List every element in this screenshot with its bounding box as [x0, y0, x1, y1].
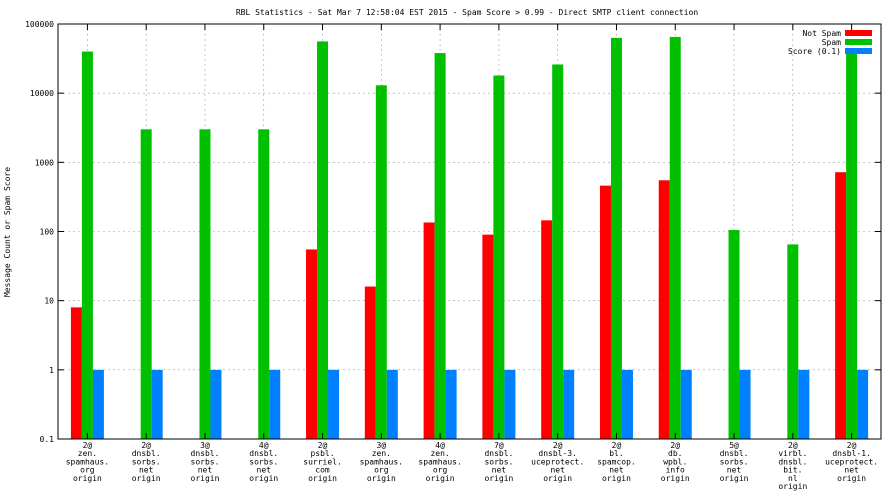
legend-swatch	[845, 48, 872, 54]
bar-spam	[493, 75, 505, 439]
x-tick-label: 3@ dnsbl. sorbs. net origin	[191, 441, 220, 483]
bar-score-0-1	[504, 369, 516, 439]
x-tick-label: 2@ psbl. surriel. com origin	[303, 441, 342, 483]
x-tick-label: 4@ zen. spamhaus. org origin	[418, 441, 461, 483]
bar-score-0-1	[151, 369, 163, 439]
bar-score-0-1	[328, 369, 340, 439]
bar-spam	[317, 41, 329, 440]
y-axis-label: Message Count or Spam Score	[3, 167, 12, 297]
y-tick-label: 100000	[25, 20, 54, 29]
bar-score-0-1	[857, 369, 869, 439]
bar-score-0-1	[210, 369, 222, 439]
bar-spam	[728, 230, 740, 439]
bar-spam	[552, 64, 564, 439]
legend-swatch	[845, 30, 872, 36]
bar-spam	[434, 53, 446, 439]
y-tick-label: 0.1	[40, 435, 55, 444]
x-tick-label: 2@ bl. spamcop. net origin	[597, 441, 636, 483]
y-tick-label: 1000	[35, 158, 54, 167]
legend-swatch	[845, 39, 872, 45]
y-tick-label: 10000	[30, 89, 54, 98]
bar-spam	[846, 47, 858, 439]
bar-score-0-1	[798, 369, 810, 439]
bar-spam	[669, 36, 681, 440]
bar-not-spam	[364, 286, 376, 439]
bar-spam	[258, 129, 270, 439]
x-tick-label: 2@ virbl. dnsbl. bit. nl origin	[778, 441, 807, 491]
bar-not-spam	[835, 172, 847, 439]
legend-label: Spam	[822, 38, 841, 47]
bar-not-spam	[306, 249, 318, 439]
chart-title: RBL Statistics - Sat Mar 7 12:58:04 EST …	[236, 8, 699, 17]
bar-not-spam	[599, 185, 611, 439]
x-tick-label: 7@ dnsbl. sorbs. net origin	[484, 441, 513, 483]
bar-not-spam	[658, 180, 670, 440]
bars	[70, 36, 869, 440]
bar-spam	[81, 51, 93, 440]
y-tick-label: 1	[49, 366, 54, 375]
bar-spam	[375, 85, 387, 439]
bar-score-0-1	[386, 369, 398, 439]
bar-score-0-1	[621, 369, 633, 439]
x-tick-label: 2@ dnsbl. sorbs. net origin	[132, 441, 161, 483]
bar-score-0-1	[563, 369, 575, 439]
bar-spam	[787, 244, 799, 439]
x-tick-label: 3@ zen. spamhaus. org origin	[360, 441, 403, 483]
x-tick-label: 2@ zen. spamhaus. org origin	[66, 441, 109, 483]
bar-score-0-1	[269, 369, 281, 439]
x-tick-label: 5@ dnsbl. sorbs. net origin	[720, 441, 749, 483]
x-tick-label: 4@ dnsbl. sorbs. net origin	[249, 441, 278, 483]
grid	[58, 24, 881, 439]
bar-spam	[199, 129, 211, 439]
y-tick-label: 100	[40, 228, 55, 237]
x-tick-label: 2@ dnsbl-3. uceprotect. net origin	[531, 441, 584, 483]
bar-score-0-1	[92, 369, 104, 439]
y-tick-label: 10	[44, 297, 54, 306]
bar-score-0-1	[680, 369, 692, 439]
bar-score-0-1	[445, 369, 457, 439]
x-tick-label: 2@ db. wpbl. info origin	[661, 441, 690, 483]
bar-score-0-1	[739, 369, 751, 439]
legend-label: Not Spam	[802, 29, 841, 38]
bar-not-spam	[70, 307, 82, 439]
bar-spam	[140, 129, 152, 439]
bar-not-spam	[541, 220, 553, 439]
bar-spam	[610, 37, 622, 440]
bar-not-spam	[423, 222, 435, 439]
axis-ticks: 0.1 1 10 100 1000 10000 100000 2@ zen. spamhaus. o…	[25, 20, 881, 491]
x-tick-label: 2@ dnsbl-1. uceprotect. net origin	[825, 441, 878, 483]
legend-label: Score (0.1)	[788, 47, 841, 56]
bar-not-spam	[482, 234, 494, 439]
